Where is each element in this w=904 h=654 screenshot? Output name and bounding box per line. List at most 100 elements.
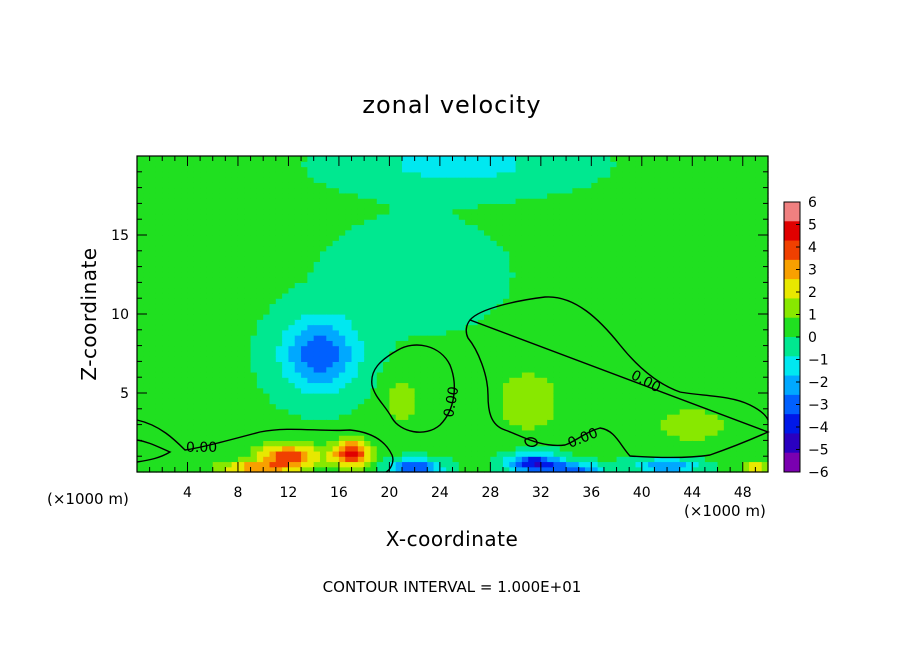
heatmap-cell: [610, 203, 618, 210]
heatmap-cell: [402, 335, 409, 341]
heatmap-cell: [496, 377, 504, 384]
heatmap-cell: [566, 324, 573, 331]
heatmap-cell: [490, 177, 498, 183]
heatmap-cell: [502, 250, 510, 257]
heatmap-cell: [263, 329, 271, 336]
heatmap-cell: [181, 240, 189, 247]
heatmap-cell: [420, 350, 428, 357]
heatmap-cell: [414, 245, 422, 252]
heatmap-cell: [553, 256, 561, 262]
heatmap-cell: [225, 466, 233, 473]
heatmap-cell: [351, 382, 359, 389]
heatmap-cell: [420, 345, 428, 352]
heatmap-cell: [616, 414, 624, 420]
heatmap-cell: [502, 192, 510, 199]
heatmap-cell: [193, 261, 201, 268]
heatmap-cell: [566, 303, 573, 310]
heatmap-cell: [490, 203, 498, 210]
heatmap-cell: [490, 161, 498, 168]
heatmap-cell: [641, 171, 649, 178]
heatmap-cell: [622, 435, 630, 441]
heatmap-cell: [591, 408, 599, 415]
heatmap-cell: [490, 403, 498, 410]
heatmap-cell: [471, 303, 479, 310]
heatmap-cell: [566, 213, 573, 220]
heatmap-cell: [301, 219, 308, 226]
heatmap-cell: [591, 424, 599, 431]
heatmap-cell: [395, 277, 403, 283]
heatmap-cell: [496, 335, 504, 341]
heatmap-cell: [553, 445, 561, 452]
heatmap-cell: [351, 192, 359, 199]
heatmap-cell: [338, 266, 346, 273]
heatmap-cell: [465, 398, 473, 405]
heatmap-cell: [143, 340, 151, 347]
heatmap-cell: [313, 187, 321, 194]
heatmap-cell: [244, 250, 252, 257]
heatmap-cell: [471, 377, 479, 384]
heatmap-cell: [490, 198, 498, 204]
heatmap-cell: [616, 456, 624, 463]
heatmap-cell: [471, 450, 479, 457]
heatmap-cell: [345, 456, 353, 463]
heatmap-cell: [181, 261, 189, 268]
heatmap-cell: [622, 192, 630, 199]
heatmap-cell: [477, 329, 485, 336]
heatmap-cell: [395, 361, 403, 368]
heatmap-cell: [648, 282, 656, 289]
heatmap-cell: [244, 403, 252, 410]
heatmap-cell: [219, 298, 226, 305]
heatmap-cell: [294, 271, 302, 278]
heatmap-cell: [572, 287, 580, 294]
heatmap-cell: [446, 192, 454, 199]
heatmap-cell: [383, 377, 390, 384]
heatmap-cell: [269, 371, 277, 378]
heatmap-cell: [288, 377, 296, 384]
heatmap-cell: [231, 277, 239, 283]
heatmap-cell: [515, 429, 523, 436]
heatmap-cell: [521, 450, 529, 457]
heatmap-cell: [313, 329, 321, 336]
heatmap-cell: [357, 329, 365, 336]
heatmap-cell: [357, 335, 365, 341]
heatmap-cell: [477, 445, 485, 452]
heatmap-cell: [326, 361, 334, 368]
heatmap-cell: [641, 235, 649, 241]
heatmap-cell: [597, 324, 605, 331]
heatmap-cell: [225, 440, 233, 447]
heatmap-cell: [521, 192, 529, 199]
heatmap-cell: [181, 219, 189, 226]
heatmap-cell: [521, 350, 529, 357]
heatmap-cell: [357, 292, 365, 299]
heatmap-cell: [376, 266, 384, 273]
heatmap-cell: [528, 266, 536, 273]
heatmap-cell: [471, 235, 479, 241]
heatmap-cell: [446, 398, 454, 405]
heatmap-cell: [231, 314, 239, 320]
heatmap-cell: [402, 266, 409, 273]
heatmap-cell: [288, 161, 296, 168]
heatmap-cell: [553, 408, 561, 415]
heatmap-cell: [534, 450, 542, 457]
heatmap-cell: [263, 245, 271, 252]
heatmap-cell: [174, 319, 182, 326]
heatmap-cell: [301, 229, 308, 236]
heatmap-cell: [515, 314, 523, 320]
heatmap-cell: [256, 187, 264, 194]
heatmap-cell: [250, 440, 258, 447]
heatmap-cell: [301, 187, 308, 194]
heatmap-cell: [332, 203, 340, 210]
heatmap-cell: [294, 361, 302, 368]
heatmap-cell: [244, 292, 252, 299]
heatmap-cell: [364, 256, 372, 262]
heatmap-cell: [452, 329, 460, 336]
heatmap-cell: [496, 414, 504, 420]
heatmap-cell: [174, 213, 182, 220]
heatmap-cell: [515, 229, 523, 236]
heatmap-cell: [301, 245, 308, 252]
heatmap-cell: [641, 271, 649, 278]
heatmap-cell: [301, 182, 308, 189]
heatmap-cell: [591, 261, 599, 268]
heatmap-cell: [155, 350, 163, 357]
heatmap-cell: [376, 245, 384, 252]
